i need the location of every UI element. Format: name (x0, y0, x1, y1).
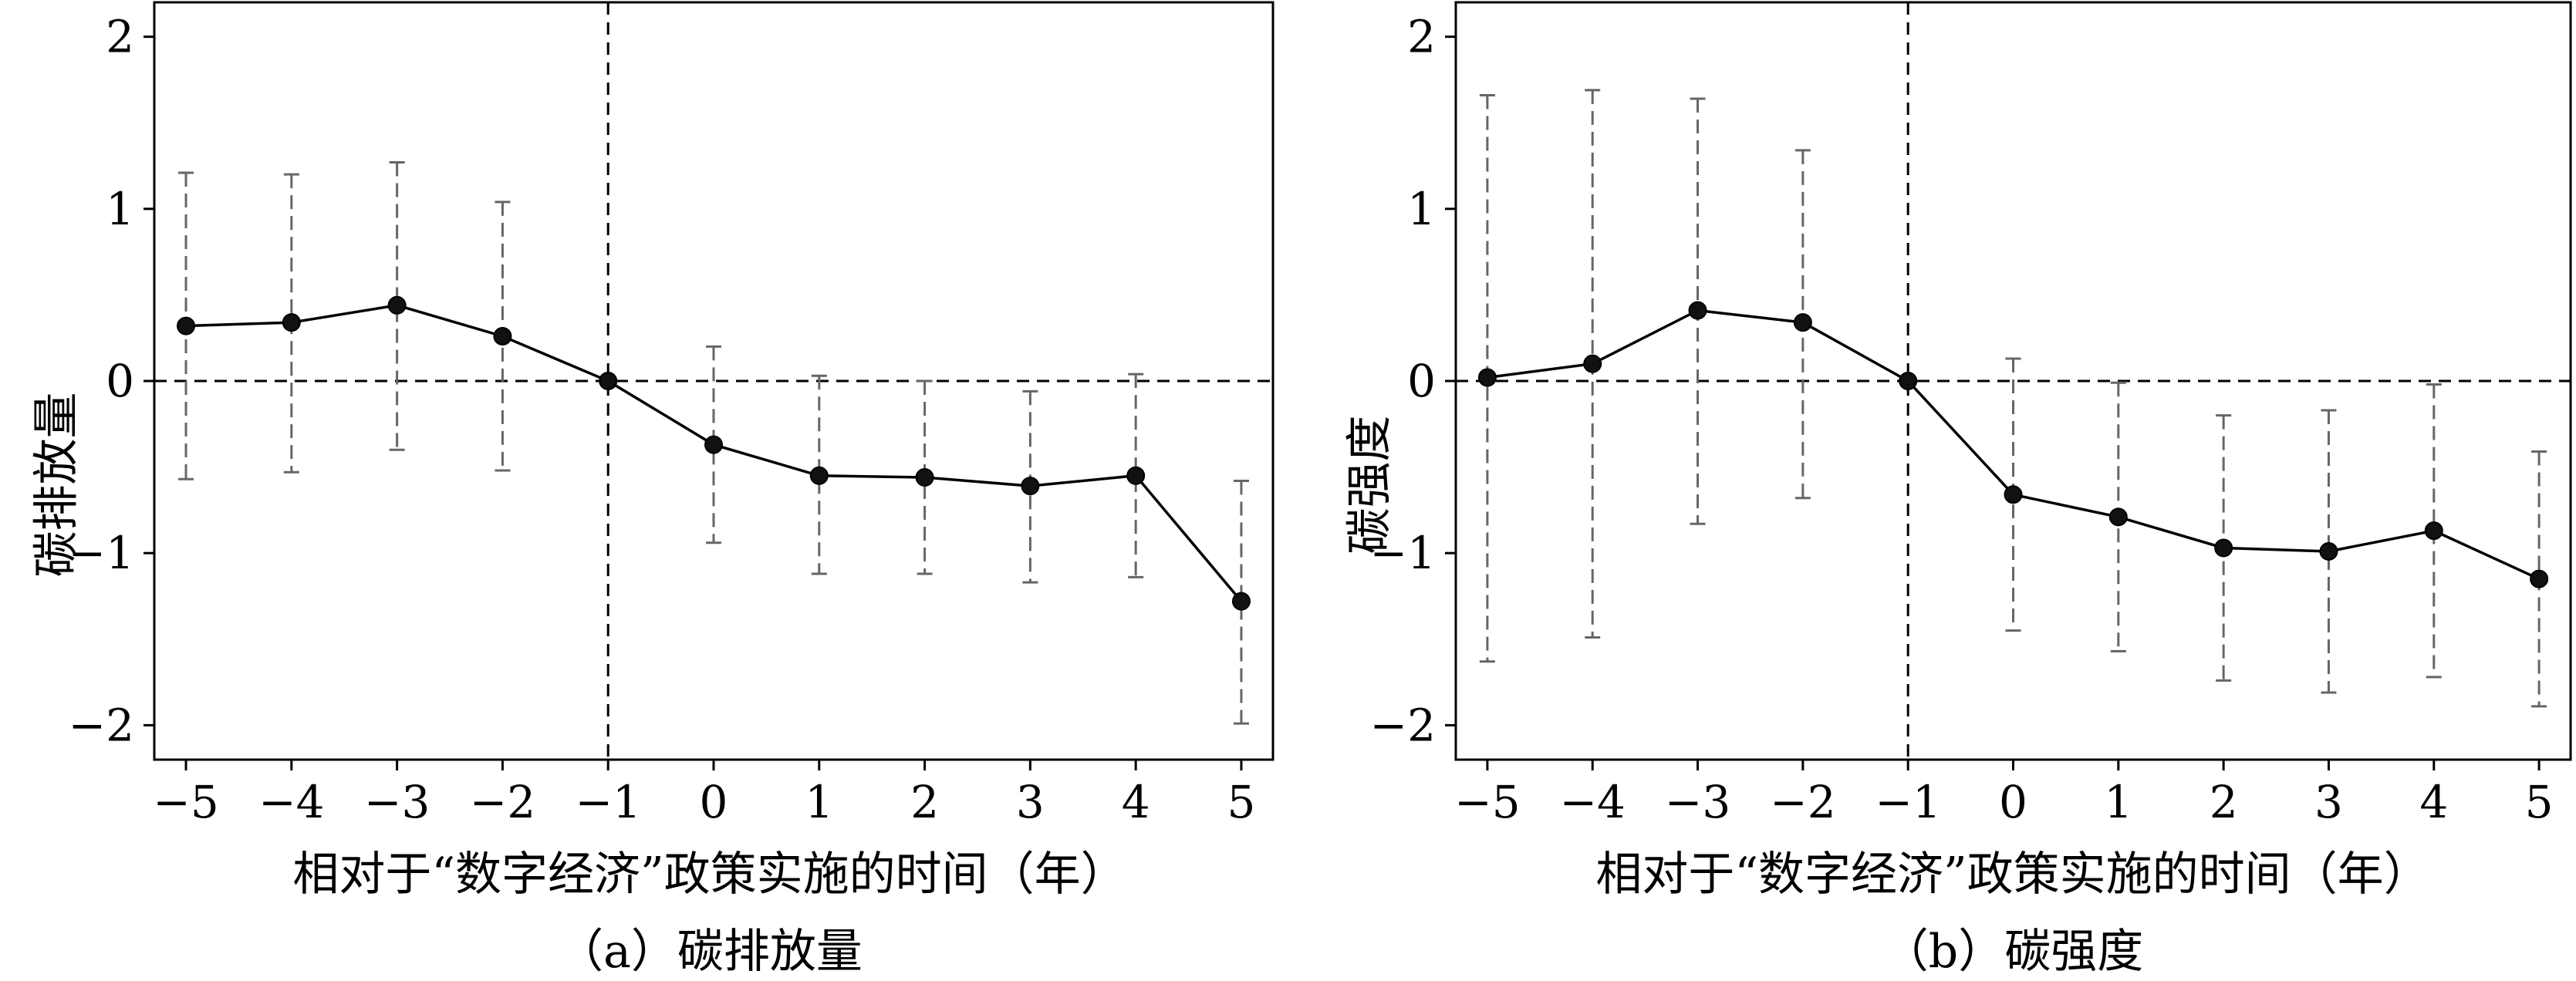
coefficient-point (2108, 507, 2128, 527)
coefficient-point (915, 467, 934, 487)
x-tick-label: −4 (1559, 776, 1626, 828)
x-axis-title-b: 相对于“数字经济”政策实施的时间（年） (1595, 848, 2430, 902)
x-tick-label: 5 (2525, 776, 2554, 828)
coefficient-point (177, 316, 196, 335)
x-tick-label: −3 (1665, 776, 1731, 828)
coefficient-point (1021, 477, 1040, 496)
coefficient-point (1231, 592, 1251, 611)
y-tick-label: 2 (106, 11, 134, 63)
x-tick-label: −1 (1875, 776, 1941, 828)
x-tick-label: 2 (910, 776, 939, 828)
coefficient-point (2319, 541, 2338, 561)
y-axis-title-a: 碳排放量 (29, 392, 84, 578)
coefficient-point (809, 466, 829, 485)
coefficient-point (1793, 313, 1812, 332)
x-tick-label: 5 (1227, 776, 1256, 828)
coefficient-point (704, 435, 723, 454)
x-tick-label: −2 (470, 776, 536, 828)
panel-caption-a: （a）碳排放量 (557, 925, 863, 979)
y-tick-label: 2 (1407, 11, 1436, 63)
x-tick-label: −3 (364, 776, 430, 828)
y-tick-label: 0 (1407, 355, 1436, 407)
coefficient-point (1899, 372, 1918, 390)
coefficient-point (1583, 354, 1602, 373)
x-axis-title-a: 相对于“数字经济”政策实施的时间（年） (292, 848, 1127, 902)
x-tick-label: 0 (700, 776, 728, 828)
y-tick-label: 1 (1407, 183, 1436, 235)
x-tick-label: 1 (805, 776, 833, 828)
coefficient-point (2530, 569, 2549, 588)
coefficient-point (282, 313, 301, 332)
x-tick-label: −4 (258, 776, 325, 828)
coefficient-point (2424, 521, 2443, 541)
coefficient-point (1477, 368, 1497, 387)
x-tick-label: −1 (575, 776, 641, 828)
x-tick-label: 0 (1999, 776, 2027, 828)
x-tick-label: 1 (2104, 776, 2132, 828)
y-tick-label: −1 (69, 527, 135, 579)
coefficient-point (493, 326, 512, 346)
coefficient-point (599, 372, 618, 390)
coefficient-point (1688, 301, 1707, 320)
y-tick-label: 0 (106, 355, 134, 407)
coefficient-point (2004, 485, 2023, 504)
coefficient-point (1126, 466, 1146, 485)
x-tick-label: 2 (2210, 776, 2238, 828)
x-tick-label: −5 (153, 776, 219, 828)
y-axis-title-b: 碳强度 (1342, 415, 1397, 555)
y-tick-label: −1 (1370, 527, 1437, 579)
x-tick-label: 3 (1016, 776, 1045, 828)
coefficient-point (387, 295, 407, 315)
y-tick-label: −2 (69, 699, 135, 751)
x-tick-label: −5 (1454, 776, 1521, 828)
panel-caption-b: （b）碳强度 (1882, 925, 2144, 979)
x-tick-label: 4 (2419, 776, 2448, 828)
x-tick-label: −2 (1770, 776, 1836, 828)
coefficient-point (2214, 538, 2233, 558)
x-tick-label: 4 (1122, 776, 1150, 828)
y-tick-label: −2 (1370, 699, 1437, 751)
x-tick-label: 3 (2314, 776, 2343, 828)
y-tick-label: 1 (106, 183, 134, 235)
